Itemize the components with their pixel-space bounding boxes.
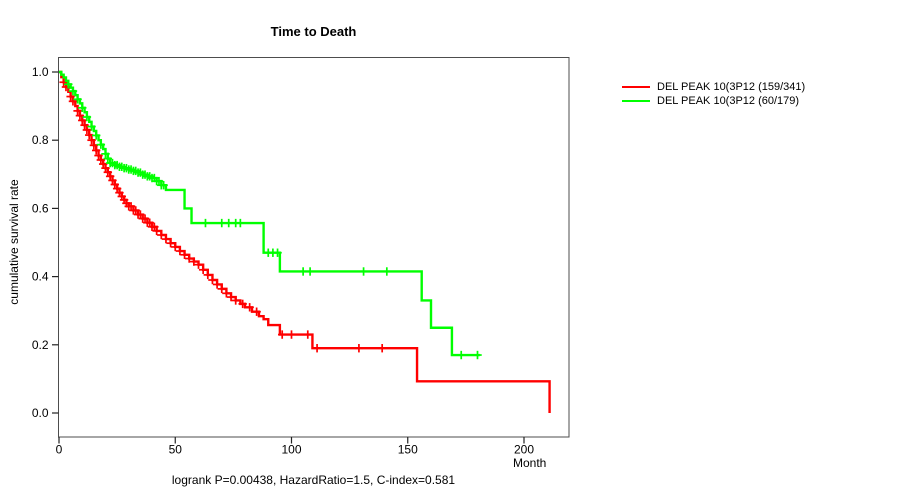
stats-annotation: logrank P=0.00438, HazardRatio=1.5, C-in… (171, 473, 456, 487)
x-axis-label: Month (513, 456, 547, 470)
legend-swatch-red-line (622, 86, 650, 88)
x-tick-label: 100 (281, 443, 301, 457)
legend-swatch-green-line (622, 100, 650, 102)
x-tick-label: 50 (169, 443, 183, 457)
chart-title: Time to Death (270, 24, 357, 39)
y-tick-label: 0.6 (32, 201, 49, 215)
x-tick-label: 150 (398, 443, 418, 457)
x-tick-label: 0 (56, 443, 63, 457)
survival-curve-green (59, 70, 480, 357)
legend-label-red: DEL PEAK 10(3P12 (159/341) (657, 81, 806, 93)
legend-item-red: DEL PEAK 10(3P12 (159/341) (622, 80, 805, 94)
survival-curve-red (59, 70, 551, 413)
x-tick-label: 200 (514, 443, 534, 457)
y-axis-label: cumulative survival rate (7, 179, 21, 305)
y-tick-label: 0.4 (32, 270, 49, 284)
legend-item-green: DEL PEAK 10(3P12 (60/179) (622, 94, 805, 108)
y-tick-label: 0.0 (32, 406, 49, 420)
y-tick-label: 1.0 (32, 65, 49, 79)
y-tick-label: 0.2 (32, 338, 49, 352)
legend-label-green: DEL PEAK 10(3P12 (60/179) (657, 95, 800, 107)
y-tick-label: 0.8 (32, 133, 49, 147)
legend: DEL PEAK 10(3P12 (159/341) DEL PEAK 10(3… (622, 80, 805, 108)
plot-frame (58, 57, 570, 438)
